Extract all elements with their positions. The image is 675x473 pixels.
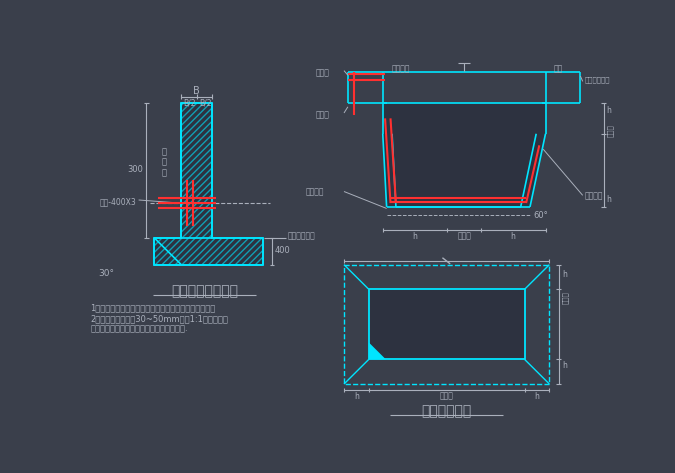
Text: 板底筋: 板底筋 — [315, 111, 329, 120]
Text: 地下室集水坑: 地下室集水坑 — [421, 404, 471, 418]
Text: 按单体: 按单体 — [457, 232, 471, 241]
Polygon shape — [383, 103, 545, 207]
Text: 60°: 60° — [534, 211, 549, 220]
Text: 同板面筋: 同板面筋 — [392, 64, 410, 73]
Bar — [344, 265, 549, 384]
Text: B/2: B/2 — [184, 98, 196, 107]
Text: 底板板面标高: 底板板面标高 — [585, 76, 610, 83]
Text: 底板: 底板 — [554, 64, 562, 73]
Text: h: h — [412, 232, 417, 241]
Text: h: h — [354, 392, 359, 401]
Text: 30°: 30° — [99, 269, 114, 278]
Text: h: h — [510, 232, 516, 241]
Text: B/2: B/2 — [199, 98, 211, 107]
Text: 同板底筋: 同板底筋 — [305, 188, 324, 197]
Text: 2、先铺净浆，再铺30~50mm厚的1:1水泥砂浆或: 2、先铺净浆，再铺30~50mm厚的1:1水泥砂浆或 — [90, 314, 228, 323]
Text: 桩单体: 桩单体 — [562, 292, 568, 304]
Text: 1、施工缝在新筑混凝土前应将其表面浮浆和杂物清除。: 1、施工缝在新筑混凝土前应将其表面浮浆和杂物清除。 — [90, 303, 216, 312]
Text: h: h — [562, 270, 566, 279]
Polygon shape — [369, 342, 386, 359]
Text: h: h — [562, 361, 566, 370]
Bar — [369, 289, 524, 359]
Text: 桩单体: 桩单体 — [607, 124, 614, 137]
Text: 按单体: 按单体 — [439, 392, 453, 401]
Text: 底板板顶标高: 底板板顶标高 — [288, 231, 315, 240]
Text: 板面筋: 板面筋 — [315, 68, 329, 77]
Text: 边
水
面: 边 水 面 — [162, 148, 167, 177]
Text: 400: 400 — [274, 246, 290, 255]
Text: 涂刷混凝土界面处理剂，并及时浇灌混凝土.: 涂刷混凝土界面处理剂，并及时浇灌混凝土. — [90, 325, 188, 334]
Text: h: h — [607, 194, 612, 203]
Text: 钢板-400X3: 钢板-400X3 — [100, 197, 136, 206]
Text: 300: 300 — [128, 166, 143, 175]
Text: 地下室外墙施工缝: 地下室外墙施工缝 — [171, 284, 238, 298]
Text: h: h — [607, 106, 612, 115]
Polygon shape — [154, 103, 263, 265]
Text: h: h — [535, 392, 539, 401]
Text: B: B — [193, 86, 200, 96]
Text: 外防水层: 外防水层 — [585, 192, 603, 201]
